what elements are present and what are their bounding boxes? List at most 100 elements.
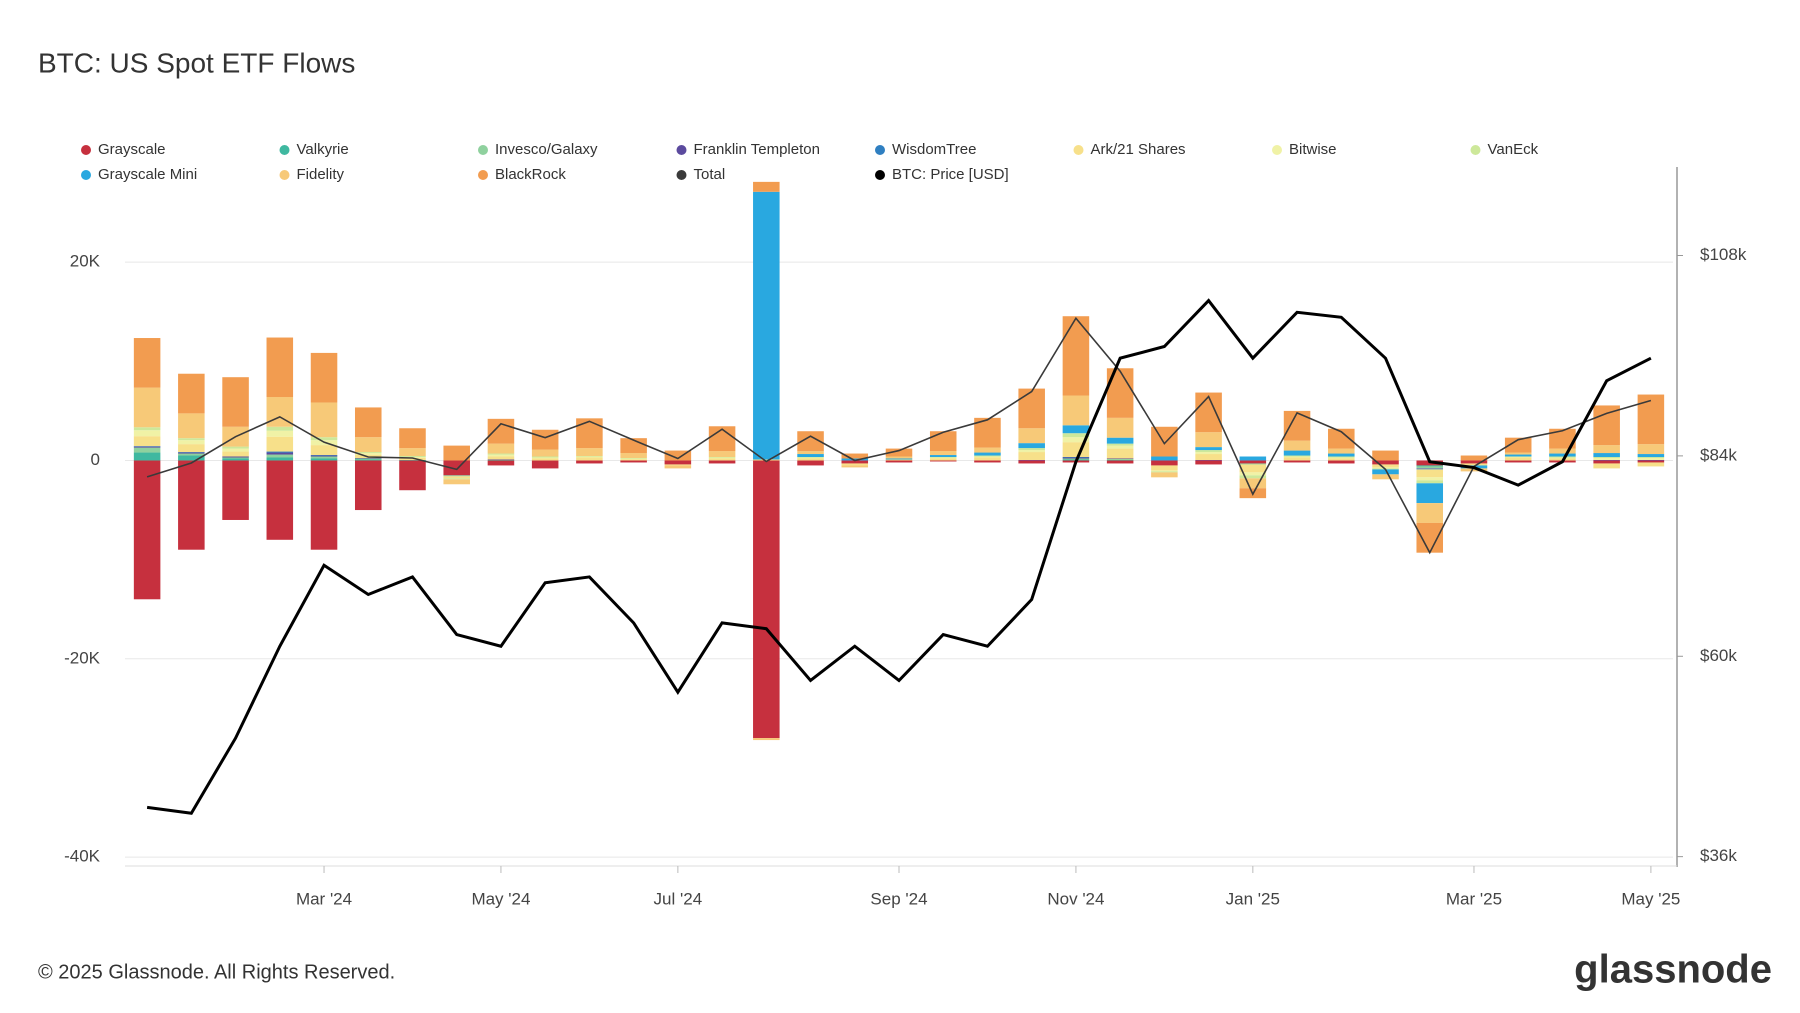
y-tick-label: -20K	[64, 648, 101, 667]
bar-segment	[1062, 425, 1090, 434]
y-tick-label: -40K	[64, 847, 101, 866]
bar-segment	[753, 460, 780, 739]
legend-marker	[1272, 145, 1282, 155]
x-tick-label: Nov '24	[1047, 889, 1104, 908]
bar-segment	[1593, 463, 1620, 469]
bar-segment	[531, 449, 559, 457]
bar-segment	[1549, 448, 1576, 454]
bar-segment	[1195, 460, 1222, 465]
bar-segment	[1549, 456, 1576, 458]
bar-segment	[1328, 457, 1355, 459]
legend-marker	[81, 170, 91, 180]
bar-segment	[1195, 392, 1222, 433]
bar-segment	[576, 460, 603, 464]
bar-segment	[841, 458, 869, 461]
bar-segment	[576, 418, 603, 449]
bar-segment	[354, 459, 382, 461]
bar-segment	[531, 460, 559, 469]
legend-marker	[1073, 145, 1084, 155]
legend-label: Grayscale	[98, 141, 166, 158]
bar-segment	[1062, 442, 1090, 458]
bar-segment	[266, 454, 294, 458]
bar-segment	[531, 458, 559, 461]
bar-segment	[1549, 428, 1576, 449]
bar-segment	[1504, 457, 1532, 461]
bar-segment	[1151, 471, 1178, 473]
legend-label: Bitwise	[1289, 141, 1337, 158]
bar-segment	[1328, 460, 1355, 464]
bar-segment	[885, 456, 913, 459]
bar-segment	[354, 458, 382, 460]
bar-segment	[1018, 452, 1045, 460]
bar-segment	[222, 457, 249, 459]
bar-segment	[354, 453, 382, 456]
bar-segment	[1637, 457, 1665, 458]
bar-segment	[708, 451, 736, 458]
bar-segment	[1018, 388, 1045, 429]
bar-segment	[178, 413, 205, 439]
bar-segment	[1283, 455, 1311, 457]
x-tick-label: Jan '25	[1226, 889, 1280, 908]
bar-segment	[1151, 460, 1178, 466]
bar-segment	[841, 465, 869, 468]
x-tick-label: May '24	[471, 889, 530, 908]
bar-segment	[1593, 445, 1620, 454]
bar-segment	[354, 407, 382, 438]
bar-segment	[797, 460, 824, 466]
bar-segment	[133, 447, 161, 453]
bar-segment	[885, 448, 913, 457]
bar-segment	[1593, 457, 1620, 460]
bar-segment	[178, 438, 205, 441]
legend-marker	[478, 170, 488, 180]
bar-segment	[266, 426, 294, 431]
chart-title: BTC: US Spot ETF Flows	[38, 47, 355, 78]
bar-segment	[1549, 453, 1576, 457]
bar-segment	[753, 181, 780, 192]
bar-segment	[1106, 458, 1134, 460]
bar-segment	[1504, 452, 1532, 455]
bar-segment	[222, 451, 249, 457]
bar-segment	[1372, 467, 1399, 469]
y-tick-label: 0	[91, 450, 100, 469]
bar-segment	[1018, 448, 1045, 451]
bar-segment	[664, 450, 692, 461]
bar-segment	[222, 446, 249, 449]
bar-segment	[1372, 450, 1399, 461]
bar-segment	[178, 460, 205, 550]
bar-segment	[620, 438, 647, 454]
bar-segment	[1239, 472, 1267, 476]
bar-segment	[576, 456, 603, 458]
y2-tick-label: $36k	[1700, 846, 1737, 865]
bar-segment	[620, 458, 647, 460]
bar-segment	[1416, 477, 1444, 481]
x-tick-label: Jul '24	[654, 889, 703, 908]
legend-label: Franklin Templeton	[694, 141, 820, 158]
legend-marker	[676, 170, 687, 180]
bar-segment	[1151, 426, 1178, 457]
x-tick-label: May '25	[1621, 889, 1680, 908]
bar-segment	[1416, 503, 1444, 523]
bar-segment	[1328, 448, 1355, 454]
bar-segment	[1106, 417, 1134, 438]
bar-segment	[974, 455, 1001, 457]
legend-marker	[875, 145, 885, 155]
bar-segment	[841, 460, 869, 464]
bar-segment	[1460, 460, 1488, 464]
bar-segment	[1504, 454, 1532, 457]
bar-segment	[1328, 458, 1355, 461]
bar-segment	[929, 431, 957, 452]
legend-label: VanEck	[1488, 141, 1539, 158]
bar-segment	[1018, 443, 1045, 449]
x-tick-label: Mar '24	[296, 889, 352, 908]
bar-segment	[1106, 445, 1134, 449]
bar-segment	[1328, 453, 1355, 457]
bar-segment	[1637, 394, 1665, 445]
bar-segment	[178, 444, 205, 453]
bar-segment	[1460, 455, 1488, 461]
bar-segment	[1416, 483, 1444, 504]
bar-segment	[133, 338, 161, 388]
legend-marker	[1470, 145, 1481, 155]
legend-label: Invesco/Galaxy	[495, 141, 598, 158]
bar-segment	[576, 448, 603, 457]
